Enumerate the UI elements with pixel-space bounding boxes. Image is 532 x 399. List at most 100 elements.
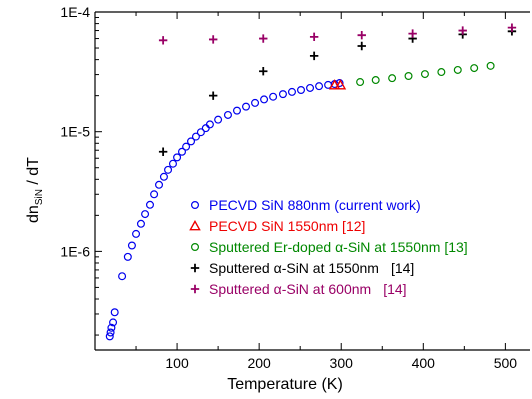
legend-label-1-name: PECVD SiN 1550nm [12] bbox=[209, 218, 365, 234]
series-3-points bbox=[158, 27, 517, 156]
series-2-point bbox=[356, 78, 365, 87]
legend-label-4-name: Sputtered α-SiN at 600nm bbox=[209, 281, 371, 297]
series-0-point bbox=[269, 92, 278, 101]
legend-marker-0 bbox=[191, 201, 200, 210]
series-4-points bbox=[158, 23, 517, 45]
series-0-point bbox=[118, 272, 127, 281]
series-0-point bbox=[201, 124, 210, 133]
series-3-point bbox=[309, 51, 319, 61]
y-tick-label: 1E-4 bbox=[60, 4, 90, 20]
series-0-point bbox=[127, 241, 136, 250]
legend-label-0: PECVD SiN 880nm (current work) bbox=[209, 197, 421, 213]
legend-label-2: Sputtered Er-doped α-SiN at 1550nm [13] bbox=[209, 239, 468, 255]
series-0-point bbox=[173, 153, 182, 162]
legend-label-4: Sputtered α-SiN at 600nm [14] bbox=[209, 281, 407, 297]
legend-label-3: Sputtered α-SiN at 1550nm [14] bbox=[209, 260, 414, 276]
y-axis-title: dnSiN / dT bbox=[25, 157, 45, 223]
series-0-point bbox=[306, 83, 315, 92]
series-0-point bbox=[168, 159, 177, 168]
x-tick-label: 100 bbox=[165, 355, 189, 371]
series-0-point bbox=[178, 147, 187, 156]
series-0-point bbox=[159, 172, 168, 181]
data-points bbox=[105, 23, 517, 341]
series-1-point bbox=[334, 79, 347, 90]
axis-ticks: 100 200 300 400 500 1E-6 1E-5 1E-4 bbox=[60, 4, 517, 371]
series-0-point bbox=[205, 120, 214, 129]
series-2-point bbox=[486, 61, 495, 70]
plot-frame bbox=[94, 11, 530, 351]
series-0-point bbox=[187, 137, 196, 146]
series-0-point bbox=[164, 165, 173, 174]
series-0-point bbox=[110, 308, 119, 317]
series-0-point bbox=[242, 102, 251, 111]
legend: PECVD SiN 880nm (current work) PECVD SiN … bbox=[189, 197, 468, 297]
series-0-point bbox=[107, 323, 116, 332]
series-0-point bbox=[223, 110, 232, 119]
series-0-point bbox=[232, 106, 241, 115]
series-4-point bbox=[208, 35, 218, 44]
x-tick-label: 500 bbox=[494, 355, 518, 371]
series-0-point bbox=[141, 210, 150, 219]
legend-marker-4 bbox=[190, 284, 200, 294]
series-4-point bbox=[158, 36, 168, 45]
y-axis-title-tail: / dT bbox=[25, 157, 42, 189]
series-2-point bbox=[437, 68, 446, 77]
series-0-point bbox=[315, 82, 324, 91]
y-tick-label: 1E-5 bbox=[60, 124, 90, 140]
series-4-point bbox=[357, 30, 366, 40]
y-axis-title-sub: SiN bbox=[34, 189, 45, 205]
series-1-points bbox=[328, 79, 347, 90]
series-4-point bbox=[309, 32, 319, 42]
series-4-point bbox=[507, 23, 517, 32]
x-tick-label: 400 bbox=[412, 355, 436, 371]
series-0-point bbox=[182, 142, 191, 151]
y-tick-label: 1E-6 bbox=[60, 243, 90, 259]
series-0-point bbox=[106, 328, 115, 337]
series-0-point bbox=[145, 200, 154, 209]
series-0-point bbox=[136, 219, 145, 228]
series-2-point bbox=[388, 74, 397, 83]
series-2-points bbox=[356, 61, 495, 87]
legend-label-1: PECVD SiN 1550nm [12] bbox=[209, 218, 365, 234]
series-0-point bbox=[123, 252, 132, 261]
series-0-point bbox=[150, 190, 159, 199]
series-2-point bbox=[453, 65, 462, 74]
legend-label-4-ref: [14] bbox=[383, 281, 406, 297]
y-axis-title-main: dn bbox=[25, 205, 42, 223]
series-0-point bbox=[109, 318, 118, 327]
series-0-point bbox=[105, 332, 114, 341]
series-0-point bbox=[251, 98, 260, 107]
series-2-point bbox=[371, 76, 380, 85]
legend-marker-2 bbox=[191, 243, 200, 252]
series-4-point bbox=[408, 29, 417, 38]
series-2-point bbox=[470, 64, 479, 73]
series-0-point bbox=[132, 229, 141, 238]
series-0-point bbox=[278, 90, 287, 99]
series-3-point bbox=[158, 147, 168, 156]
series-0-point bbox=[287, 87, 296, 96]
legend-marker-1 bbox=[189, 219, 201, 231]
legend-marker-3 bbox=[190, 263, 200, 273]
legend-label-2-name: Sputtered Er-doped α-SiN at 1550nm [13] bbox=[209, 239, 468, 255]
legend-label-3-ref: [14] bbox=[391, 260, 414, 276]
series-4-point bbox=[259, 34, 268, 43]
series-1-point bbox=[328, 79, 341, 90]
legend-label-3-name: Sputtered α-SiN at 1550nm bbox=[209, 260, 379, 276]
series-2-point bbox=[404, 71, 413, 80]
series-2-point bbox=[420, 70, 429, 79]
series-4-point bbox=[458, 26, 467, 35]
series-3-point bbox=[357, 41, 366, 51]
series-0-point bbox=[196, 128, 205, 137]
series-0-point bbox=[297, 86, 306, 95]
series-0-point bbox=[191, 132, 200, 141]
series-0-point bbox=[214, 115, 223, 124]
x-tick-label: 200 bbox=[247, 355, 271, 371]
series-0-point bbox=[260, 95, 269, 104]
series-0-point bbox=[155, 180, 164, 189]
x-axis-title: Temperature (K) bbox=[227, 376, 343, 393]
series-3-point bbox=[259, 67, 268, 76]
x-tick-label: 300 bbox=[330, 355, 354, 371]
series-3-point bbox=[208, 91, 218, 100]
legend-label-0-name: PECVD SiN 880nm (current work) bbox=[209, 197, 421, 213]
